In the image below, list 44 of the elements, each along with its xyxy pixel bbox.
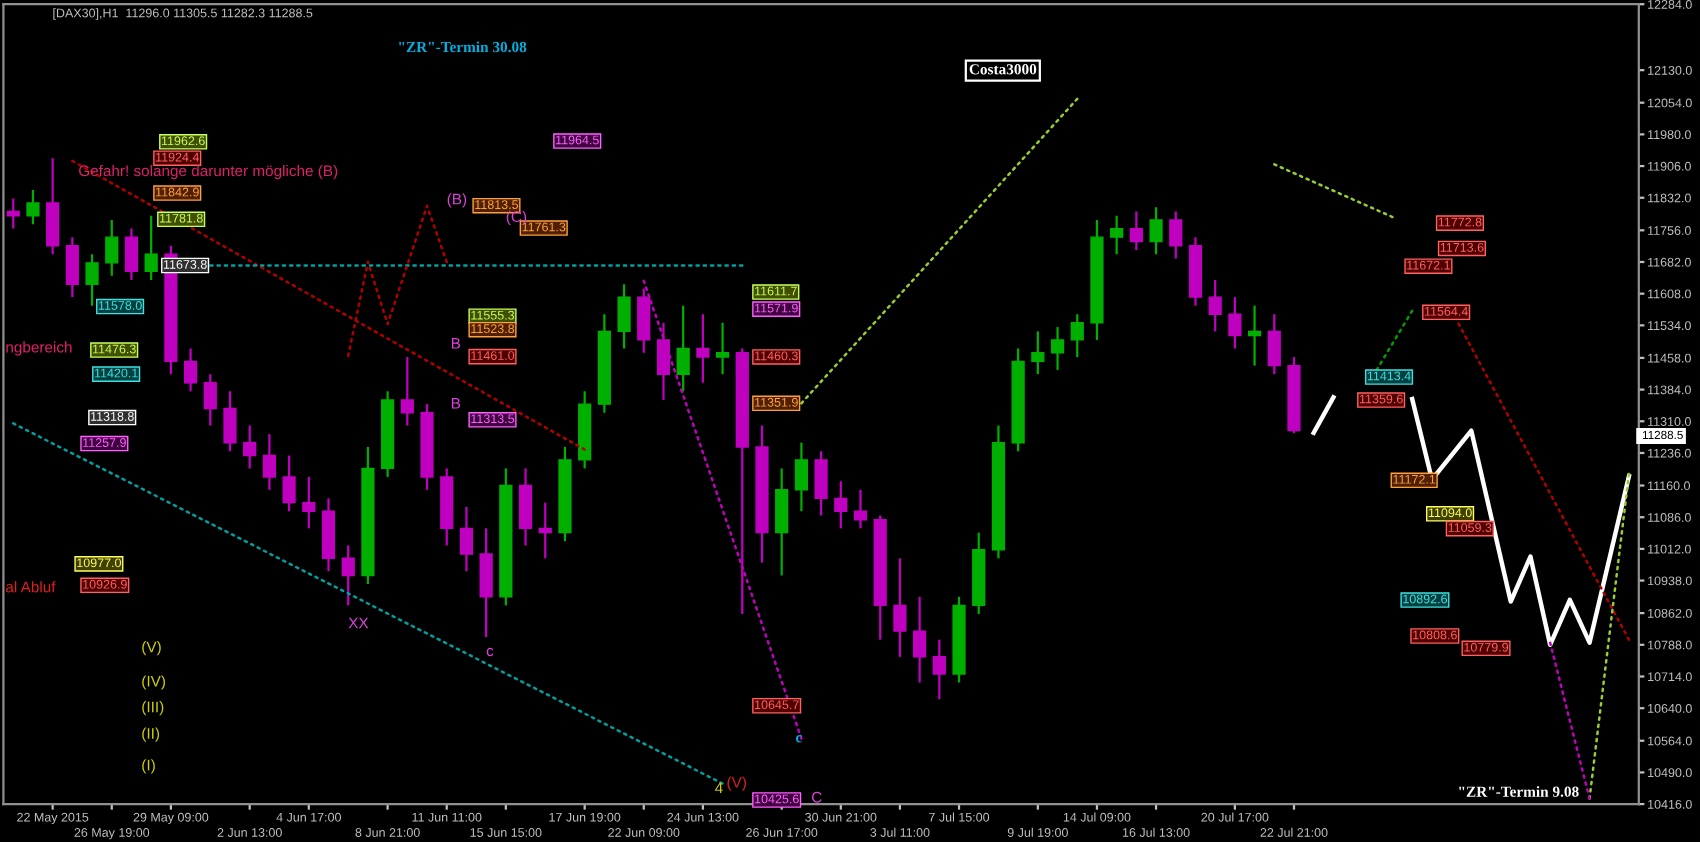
candlestick	[203, 373, 217, 427]
candlestick	[1169, 210, 1183, 260]
candlestick	[243, 424, 257, 470]
candlestick	[617, 283, 631, 350]
candlestick	[1228, 296, 1242, 350]
candlestick	[1267, 313, 1281, 376]
candlestick	[913, 595, 927, 684]
candlestick	[1050, 325, 1065, 372]
candlestick	[1149, 206, 1163, 256]
candlestick	[105, 218, 119, 277]
candlestick	[1110, 214, 1124, 256]
candlestick	[144, 214, 158, 282]
candlestick	[65, 236, 79, 299]
candlestick	[26, 188, 40, 226]
candlestick	[834, 480, 848, 530]
candlestick	[46, 157, 60, 256]
candlestick	[814, 450, 828, 517]
candlestick	[1208, 278, 1222, 333]
candlestick	[715, 321, 730, 376]
candlestick	[518, 467, 533, 547]
candlestick	[932, 638, 946, 701]
candlestick	[656, 321, 671, 401]
candlestick	[696, 313, 710, 384]
candlestick	[124, 227, 139, 282]
candlestick	[853, 488, 868, 530]
candlestick	[479, 527, 493, 639]
line-series	[346, 204, 448, 358]
candlestick	[183, 347, 198, 393]
candlestick	[223, 390, 237, 453]
candlestick	[282, 454, 296, 513]
candlestick	[262, 433, 277, 491]
candlestick	[1129, 210, 1143, 252]
candlestick	[321, 497, 336, 573]
candlestick	[794, 441, 809, 513]
candlestick	[85, 253, 99, 307]
candlestick	[459, 505, 474, 573]
candlestick	[893, 557, 907, 658]
candlestick	[1031, 330, 1045, 376]
candlestick	[775, 467, 789, 577]
candlestick	[1070, 313, 1084, 359]
candlestick	[400, 355, 414, 427]
candlestick	[341, 544, 355, 607]
candlestick	[676, 304, 690, 393]
candlestick	[302, 475, 316, 530]
